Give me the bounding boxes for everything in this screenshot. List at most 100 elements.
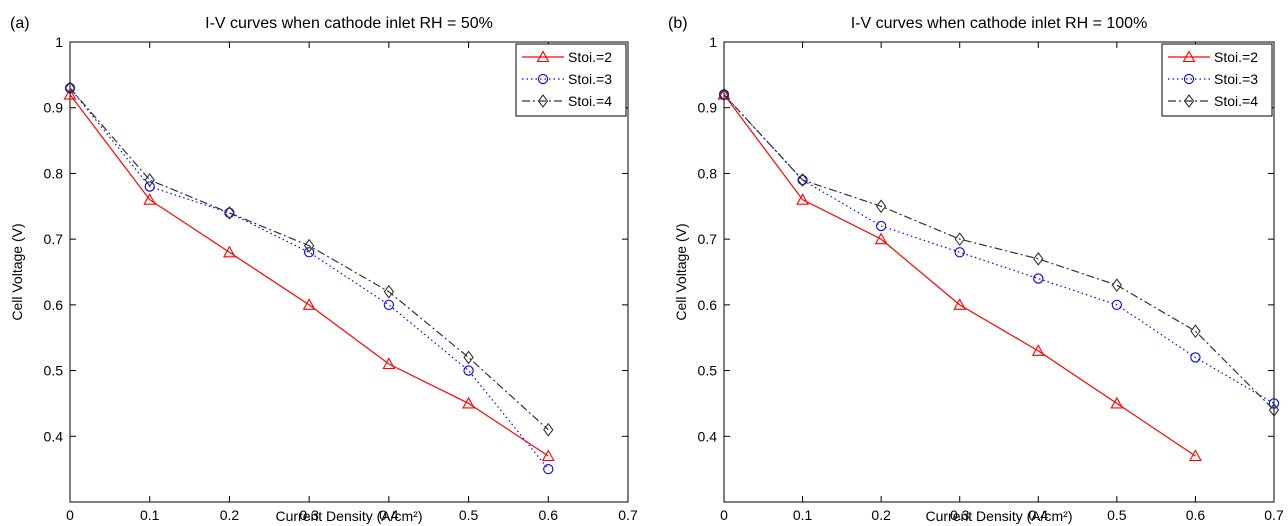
x-tick-label: 0.6 xyxy=(539,507,559,523)
data-point xyxy=(718,87,730,102)
y-tick-label: 0.4 xyxy=(44,428,64,444)
data-point xyxy=(1268,403,1280,417)
legend-label: Stoi.=3 xyxy=(1214,71,1258,87)
legend-marker xyxy=(537,73,549,85)
data-point xyxy=(1111,299,1123,311)
y-tick-label: 0.6 xyxy=(698,297,718,313)
y-tick-label: 0.9 xyxy=(698,100,718,116)
series-line xyxy=(723,94,1275,411)
x-tick-label: 0.7 xyxy=(1264,507,1284,523)
data-point xyxy=(64,81,76,95)
y-tick-label: 0.5 xyxy=(44,363,64,379)
data-point xyxy=(63,87,77,100)
y-tick-label: 0.6 xyxy=(44,297,64,313)
legend-marker xyxy=(1183,94,1195,108)
legend-box xyxy=(515,43,627,117)
legend: Stoi.=2 Stoi.=3 Stoi.=4 xyxy=(1161,43,1273,117)
data-point xyxy=(1268,398,1280,409)
data-point xyxy=(222,245,236,258)
x-tick-label: 0.1 xyxy=(793,507,813,523)
data-point xyxy=(303,247,315,258)
data-point xyxy=(543,422,554,437)
x-axis-label: Current Density (A/cm²) xyxy=(275,508,422,524)
x-tick-label: 0.5 xyxy=(1107,507,1127,523)
y-tick-label: 0.5 xyxy=(698,363,718,379)
plot-area xyxy=(69,41,629,503)
series-line xyxy=(69,87,549,431)
legend-box xyxy=(1161,43,1273,117)
y-tick-label: 1 xyxy=(709,34,717,50)
y-tick-label: 0.9 xyxy=(44,100,64,116)
data-point xyxy=(463,365,474,376)
x-tick-label: 0.2 xyxy=(220,507,240,523)
legend-marker xyxy=(537,94,549,108)
x-tick-label: 0.7 xyxy=(618,507,638,523)
data-point xyxy=(1033,273,1044,284)
x-tick-label: 0.3 xyxy=(950,507,970,523)
data-point xyxy=(953,298,967,310)
series-line xyxy=(723,94,1196,457)
y-tick-label: 0.7 xyxy=(44,231,64,247)
data-point xyxy=(797,173,808,187)
data-point xyxy=(541,449,555,462)
legend-label: Stoi.=4 xyxy=(568,93,612,109)
data-point xyxy=(875,199,887,214)
panel-label: (b) xyxy=(668,15,688,32)
legend-marker xyxy=(1183,73,1195,85)
y-tick-label: 0.8 xyxy=(44,165,64,181)
x-tick-label: 0 xyxy=(66,507,74,523)
y-tick-label: 0.8 xyxy=(698,165,718,181)
panel-label: (a) xyxy=(10,15,30,32)
x-tick-label: 0.3 xyxy=(299,507,319,523)
data-point xyxy=(874,232,888,245)
data-point xyxy=(954,232,965,247)
data-point xyxy=(1190,352,1201,363)
x-tick-label: 0.5 xyxy=(459,507,479,523)
data-point xyxy=(383,299,395,311)
data-point xyxy=(796,193,810,205)
plot-area xyxy=(723,41,1275,503)
series-line xyxy=(69,94,549,457)
data-point xyxy=(1111,278,1123,293)
series-3 xyxy=(718,87,1280,417)
x-tick-label: 0.1 xyxy=(140,507,160,523)
y-tick-label: 0.4 xyxy=(698,428,718,444)
data-point xyxy=(383,284,395,299)
x-tick-label: 0.2 xyxy=(871,507,891,523)
legend-label: Stoi.=2 xyxy=(1214,49,1258,65)
data-point xyxy=(875,220,887,232)
chart-title: I-V curves when cathode inlet RH = 100% xyxy=(851,15,1148,32)
data-point xyxy=(143,193,157,205)
data-point xyxy=(144,173,155,187)
data-point xyxy=(1031,344,1045,356)
x-tick-label: 0.4 xyxy=(379,507,399,523)
data-point xyxy=(462,396,476,409)
x-tick-label: 0.6 xyxy=(1186,507,1206,523)
data-point xyxy=(144,181,155,192)
legend-label: Stoi.=3 xyxy=(568,71,612,87)
series-line xyxy=(723,94,1275,404)
y-tick-label: 1 xyxy=(55,34,63,50)
data-point xyxy=(1110,396,1124,409)
data-point xyxy=(463,350,474,365)
legend-marker xyxy=(1182,50,1196,63)
series-3 xyxy=(64,81,554,437)
y-axis-label: Cell Voltage (V) xyxy=(673,223,689,320)
legend-label: Stoi.=2 xyxy=(568,49,612,65)
x-tick-label: 0 xyxy=(720,507,728,523)
data-point xyxy=(1188,449,1202,462)
chart-panel-2: (b) I-V curves when cathode inlet RH = 10… xyxy=(668,15,1284,524)
y-axis-label: Cell Voltage (V) xyxy=(9,223,25,320)
y-tick-label: 0.7 xyxy=(698,231,718,247)
legend-marker xyxy=(536,50,550,63)
x-tick-label: 0.4 xyxy=(1029,507,1049,523)
data-point xyxy=(302,298,316,310)
chart-title: I-V curves when cathode inlet RH = 50% xyxy=(205,15,493,32)
data-point xyxy=(224,205,235,220)
chart-panel-1: (a) I-V curves when cathode inlet RH = 50… xyxy=(9,15,638,524)
data-point xyxy=(382,357,396,370)
legend-label: Stoi.=4 xyxy=(1214,93,1258,109)
data-point xyxy=(954,247,965,258)
data-point xyxy=(543,463,554,475)
